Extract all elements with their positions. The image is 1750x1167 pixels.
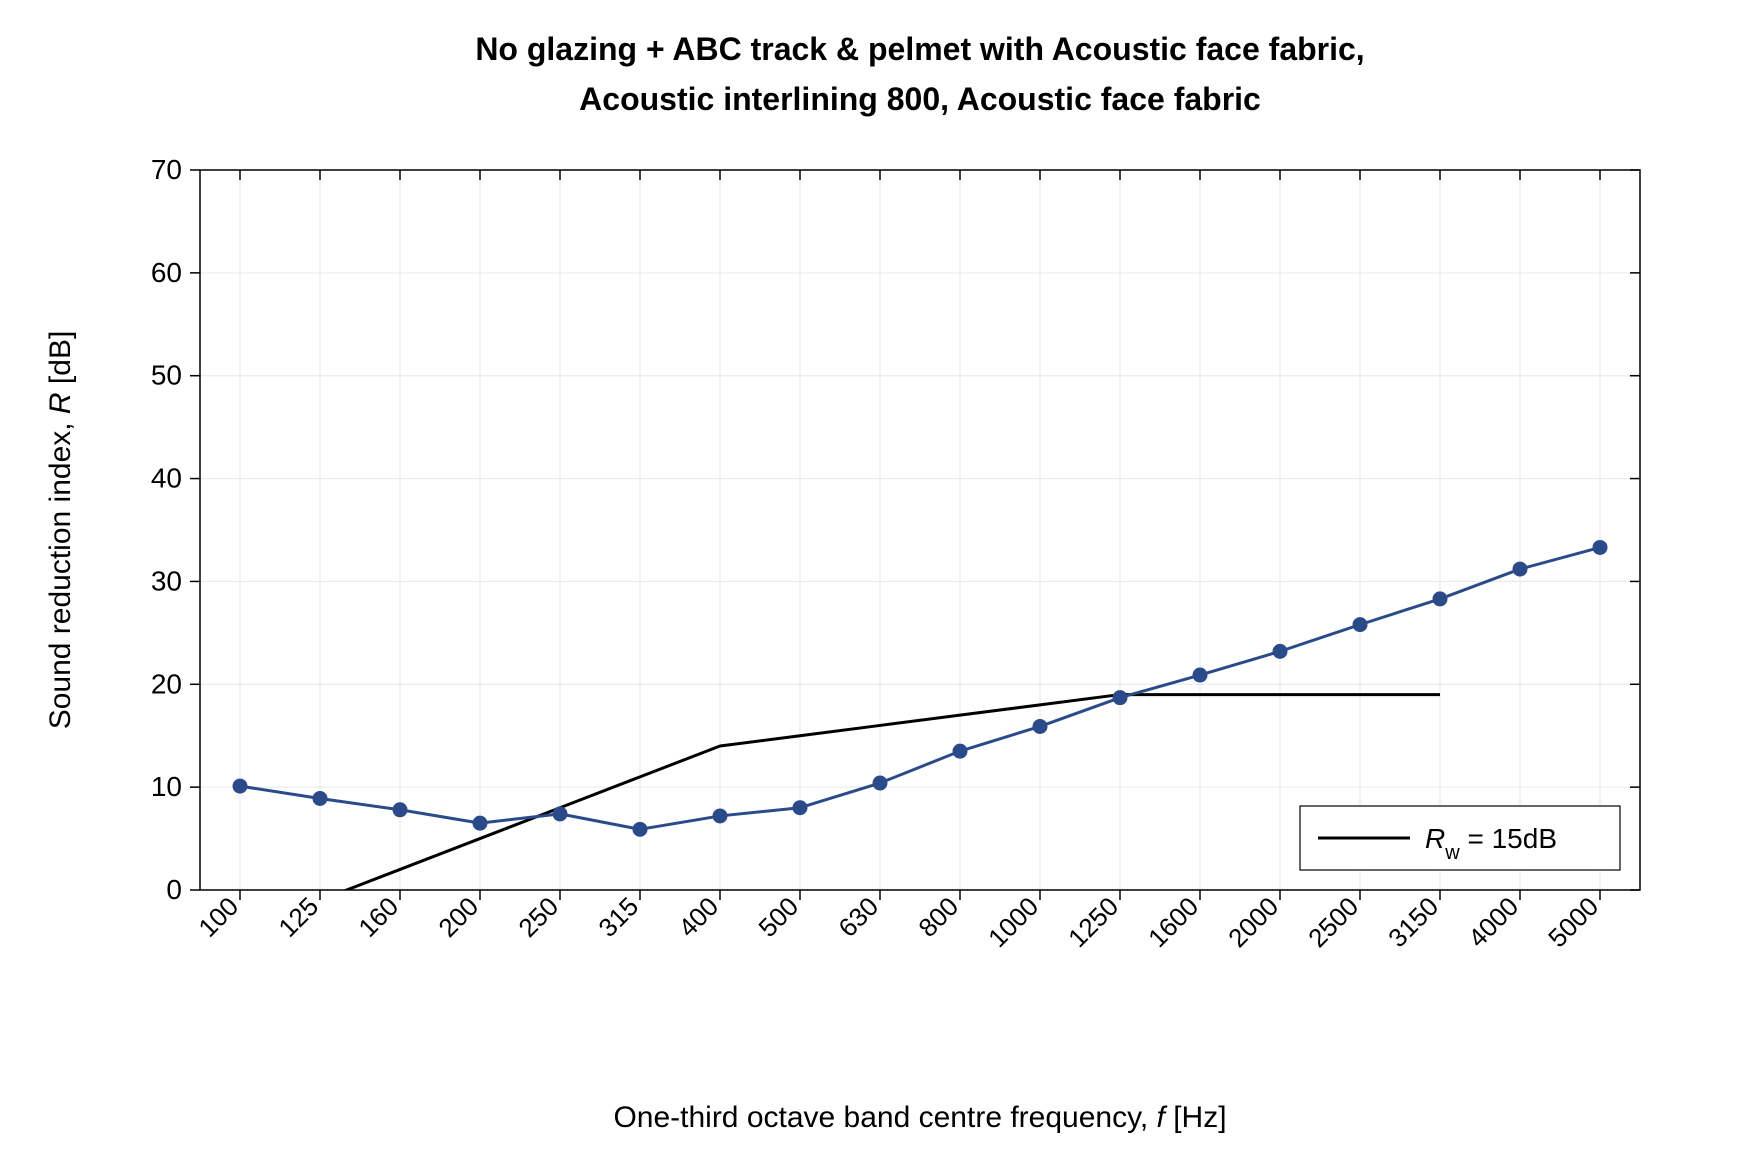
data-marker [1433,592,1447,606]
data-marker [313,791,327,805]
y-tick-label: 30 [151,565,182,596]
chart-container: No glazing + ABC track & pelmet with Aco… [0,0,1750,1167]
data-marker [1353,618,1367,632]
data-marker [473,816,487,830]
data-marker [1033,719,1047,733]
y-tick-label: 50 [151,360,182,391]
y-tick-label: 10 [151,771,182,802]
data-marker [1113,691,1127,705]
data-marker [553,807,567,821]
data-marker [1193,668,1207,682]
data-marker [1593,540,1607,554]
data-marker [793,801,807,815]
data-marker [393,803,407,817]
data-marker [1513,562,1527,576]
data-marker [233,779,247,793]
y-axis-label: Sound reduction index, R [dB] [44,331,77,730]
chart-title-line1: No glazing + ABC track & pelmet with Aco… [475,31,1364,67]
y-tick-label: 70 [151,154,182,185]
y-tick-label: 60 [151,257,182,288]
y-tick-label: 40 [151,463,182,494]
data-marker [1273,644,1287,658]
chart-title-line2: Acoustic interlining 800, Acoustic face … [579,81,1261,117]
x-axis-label: One-third octave band centre frequency, … [613,1101,1226,1134]
y-tick-label: 0 [166,874,182,905]
y-tick-label: 20 [151,668,182,699]
data-marker [873,776,887,790]
data-marker [633,822,647,836]
data-marker [713,809,727,823]
data-marker [953,744,967,758]
sound-reduction-chart: No glazing + ABC track & pelmet with Aco… [0,0,1750,1167]
